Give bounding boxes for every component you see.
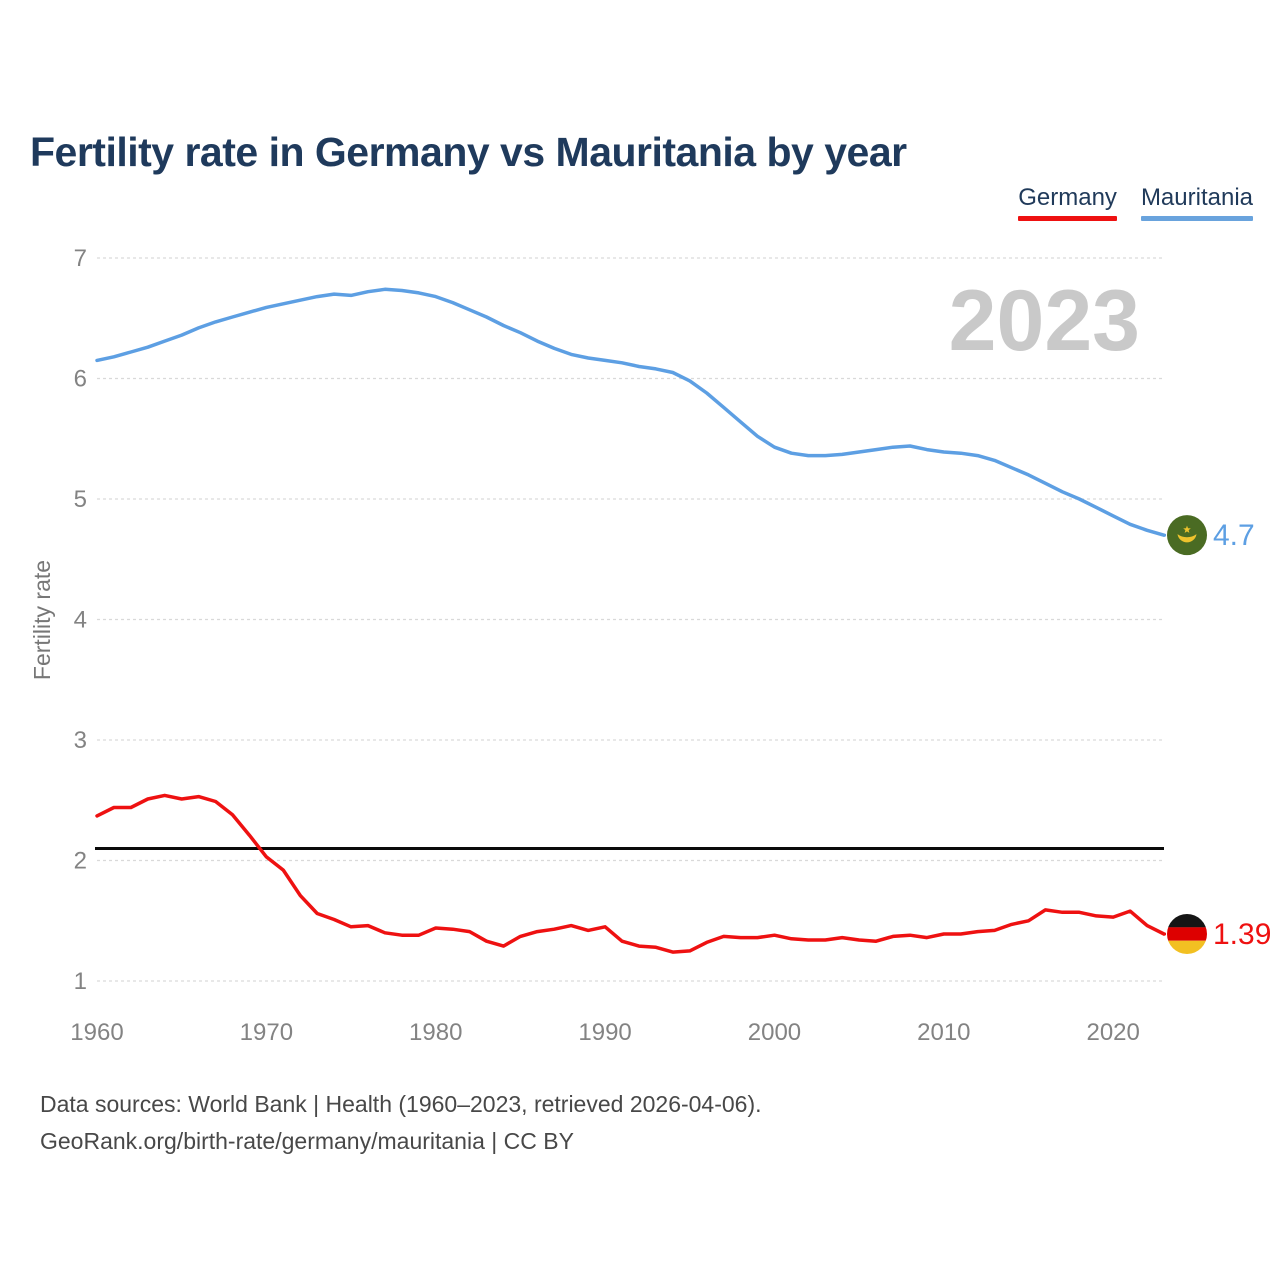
- watermark-year: 2023: [949, 273, 1140, 369]
- y-tick-6: 6: [74, 366, 87, 393]
- end-value-label-germany: 1.39: [1213, 918, 1271, 951]
- series-line-mauritania: [95, 287, 1166, 537]
- y-axis-title: Fertility rate: [29, 560, 55, 680]
- legend-swatch-mauritania: [1140, 216, 1253, 221]
- y-tick-1: 1: [74, 968, 87, 995]
- x-tick-1990: 1990: [578, 1019, 631, 1046]
- legend-label-mauritania: Mauritania: [1140, 184, 1253, 211]
- legend-item-germany[interactable]: Germany: [1018, 184, 1117, 221]
- legend: Germany Mauritania: [1018, 184, 1253, 221]
- footer-sources: Data sources: World Bank | Health (1960–…: [40, 1091, 762, 1117]
- legend-swatch-germany: [1018, 216, 1117, 221]
- legend-label-germany: Germany: [1018, 184, 1117, 211]
- page-title: Fertility rate in Germany vs Mauritania …: [30, 129, 907, 176]
- flag-icon-mauritania: [1167, 515, 1207, 556]
- y-tick-4: 4: [74, 607, 87, 634]
- x-tick-2020: 2020: [1086, 1019, 1139, 1046]
- x-tick-1970: 1970: [240, 1019, 293, 1046]
- y-tick-2: 2: [74, 848, 87, 875]
- series-line-germany: [95, 793, 1166, 954]
- x-tick-1980: 1980: [409, 1019, 462, 1046]
- footer-attribution: GeoRank.org/birth-rate/germany/mauritani…: [40, 1128, 574, 1154]
- x-tick-2000: 2000: [748, 1019, 801, 1046]
- legend-item-mauritania[interactable]: Mauritania: [1140, 184, 1253, 221]
- flag-icon-germany: [1167, 914, 1207, 955]
- y-tick-7: 7: [74, 245, 87, 272]
- x-tick-1960: 1960: [70, 1019, 123, 1046]
- fertility-line-chart: 1 2 3 4 5 6 7 1960 1970 1980 1990 2000 2010 2020 Ferti…: [29, 245, 1271, 1046]
- x-tick-2010: 2010: [917, 1019, 970, 1046]
- end-value-label-mauritania: 4.7: [1213, 519, 1255, 552]
- y-tick-5: 5: [74, 486, 87, 513]
- footer: Data sources: World Bank | Health (1960–…: [40, 1086, 762, 1160]
- y-tick-3: 3: [74, 727, 87, 754]
